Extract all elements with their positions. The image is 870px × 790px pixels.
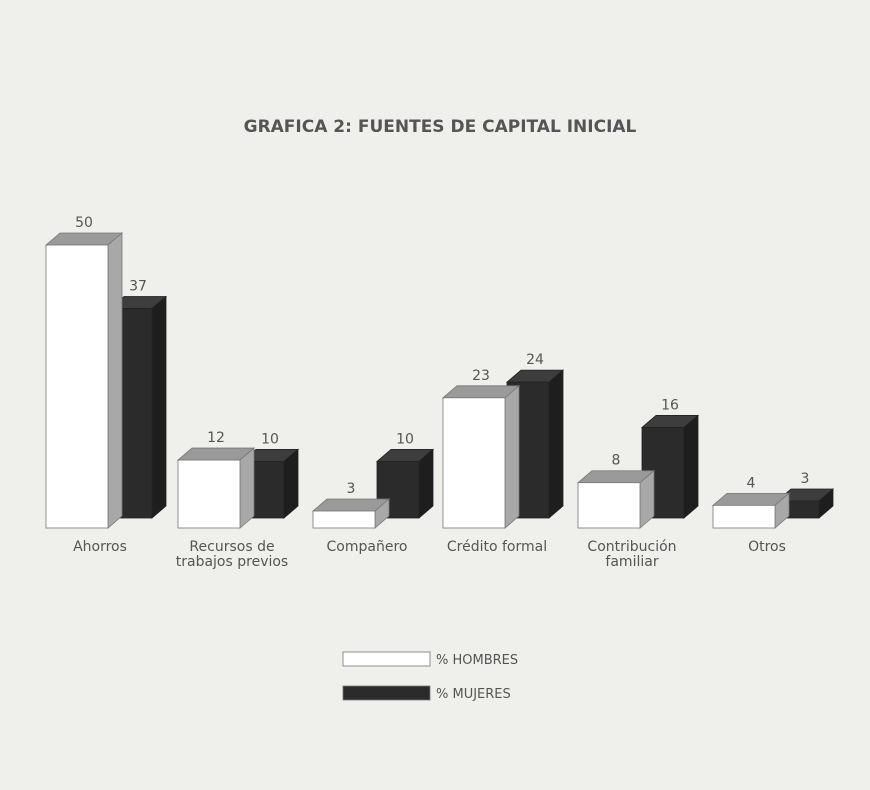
- x-tick-label: Ahorros: [73, 539, 127, 555]
- bar-side: [548, 369, 564, 519]
- value-label: 10: [396, 431, 414, 447]
- bar-side: [107, 232, 123, 529]
- bar: [45, 244, 109, 529]
- bar-side: [283, 448, 299, 519]
- legend-swatch: [342, 685, 431, 701]
- bar-side: [683, 414, 699, 519]
- value-label: 10: [261, 431, 279, 447]
- value-label: 3: [347, 481, 356, 497]
- legend-swatch: [342, 651, 431, 667]
- legend-label: % MUJERES: [436, 687, 511, 702]
- value-label: 24: [526, 352, 544, 368]
- bar-side: [239, 447, 255, 529]
- bar-side: [418, 448, 434, 519]
- x-tick-label: Crédito formal: [446, 539, 548, 555]
- bar: [312, 510, 376, 529]
- value-label: 23: [472, 368, 490, 384]
- value-label: 3: [801, 471, 810, 487]
- value-label: 50: [75, 215, 93, 231]
- x-tick-label: Contribución familiar: [587, 539, 677, 570]
- bar: [712, 504, 776, 529]
- value-label: 37: [129, 279, 147, 295]
- bar: [577, 482, 641, 529]
- legend-label: % HOMBRES: [436, 653, 518, 668]
- x-tick-label: Compañero: [326, 539, 408, 555]
- bar-side: [504, 384, 520, 529]
- value-label: 16: [661, 397, 679, 413]
- bar: [442, 397, 506, 529]
- value-label: 4: [747, 475, 756, 491]
- chart-title: GRAFICA 2: FUENTES DE CAPITAL INICIAL: [244, 117, 637, 137]
- value-label: 8: [612, 453, 621, 469]
- bar-side: [151, 295, 167, 519]
- bar: [177, 459, 241, 529]
- value-label: 12: [207, 430, 225, 446]
- x-tick-label: Otros: [748, 539, 786, 555]
- x-tick-label: Recursos de trabajos previos: [175, 539, 289, 570]
